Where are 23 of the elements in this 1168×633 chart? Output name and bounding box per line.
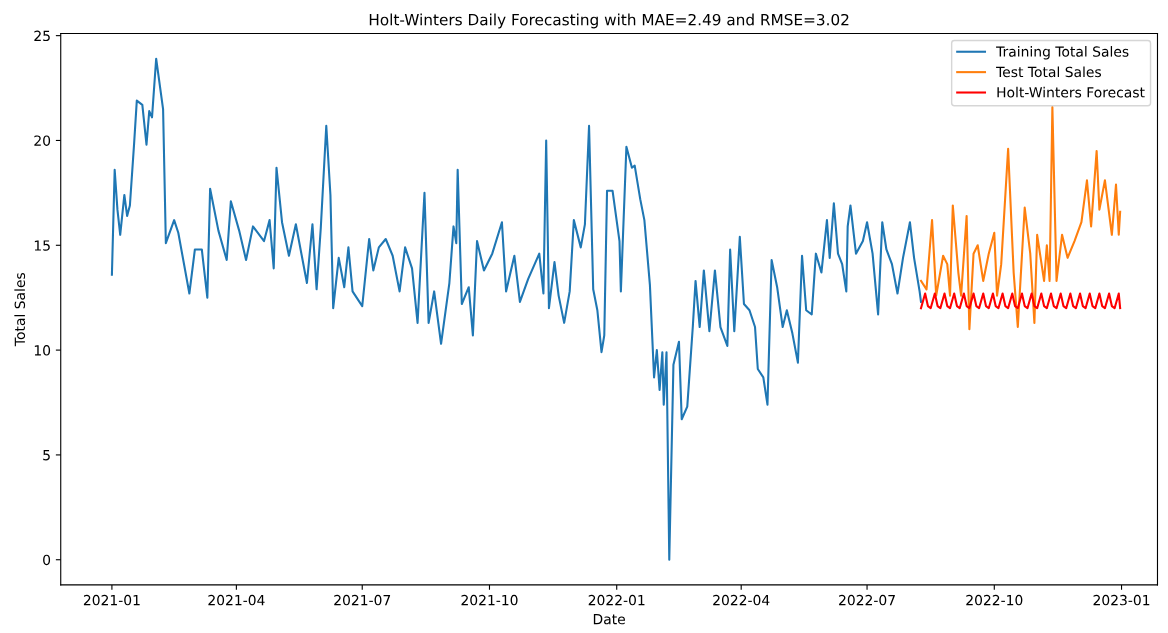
- x-tick-label: 2021-07: [334, 594, 391, 606]
- x-tick-label: 2022-10: [966, 594, 1023, 606]
- line-series: [919, 105, 1122, 331]
- x-tick-label: 2021-04: [208, 594, 265, 606]
- chart-title: Holt-Winters Daily Forecasting with MAE=2.49 and RMSE=3.02: [369, 13, 849, 29]
- y-tick-label: 20: [34, 135, 51, 146]
- y-tick-label: 0: [43, 554, 51, 566]
- y-axis-title: Total Sales: [14, 272, 26, 347]
- y-tick-label: 10: [34, 345, 51, 356]
- x-axis-title: Date: [593, 614, 625, 625]
- x-tick-label: 2022-04: [713, 594, 770, 606]
- x-tick-label: 2022-01: [588, 594, 645, 606]
- x-tick-label: 2021-01: [83, 594, 140, 606]
- line-series: [110, 57, 923, 561]
- legend-label: Training Total Sales: [996, 46, 1129, 60]
- y-tick-label: 5: [43, 450, 50, 461]
- x-tick-label: 2023-01: [1093, 594, 1150, 606]
- legend-label: Test Total Sales: [996, 66, 1102, 78]
- y-tick-label: 25: [34, 30, 50, 42]
- x-tick-label: 2021-10: [461, 594, 518, 606]
- legend-label: Holt-Winters Forecast: [997, 86, 1145, 98]
- x-tick-label: 2022-07: [839, 594, 895, 606]
- y-tick-label: 15: [34, 240, 50, 251]
